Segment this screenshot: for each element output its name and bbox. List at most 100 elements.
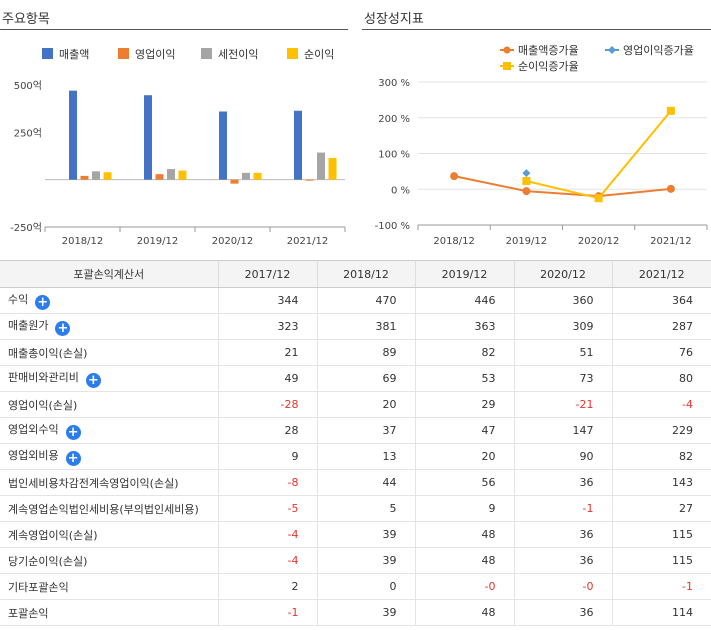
table-cell: 69 [317,365,416,392]
expand-plus-icon[interactable]: + [35,295,51,310]
expand-plus-icon[interactable]: + [65,425,81,440]
x-tick-label: 2018/12 [433,236,475,247]
table-row: 법인세비용차감전계속영업이익(손실) -8 44 56 36 143 [0,469,711,496]
table-cell: 36 [514,521,613,548]
data-point [594,194,603,203]
table-cell: -5 [218,495,318,522]
legend-marker [608,46,616,54]
row-label: 계속영업손익법인세비용(부의법인세비용) [0,495,219,522]
table-cell: -8 [218,469,318,496]
y-tick-label: -100 % [375,221,410,232]
table-cell: 28 [218,417,318,444]
data-point [666,106,675,115]
legend-marker [503,46,511,54]
row-label: 매출원가 + [0,313,219,340]
table-cell: 470 [317,287,416,314]
legend-label: 세전이익 [218,48,258,61]
table-cell: 39 [317,599,416,626]
table-cell: 89 [317,339,416,366]
table-cell: 48 [415,547,515,574]
table-cell: 229 [612,417,711,444]
y-tick-label: 0 % [391,185,410,196]
table-cell: 143 [612,469,711,496]
left-title-divider [0,29,348,30]
row-label: 포괄손익 [0,599,219,626]
right-title-divider [362,29,711,30]
table-cell: 364 [612,287,711,314]
y-tick-label: 200 % [378,114,410,125]
x-tick-label: 2019/12 [137,236,179,247]
table-cell: 36 [514,469,613,496]
table-cell: 381 [317,313,416,340]
table-row: 영업외비용 +9 13 20 90 82 [0,443,711,470]
income-statement-table: 포괄손익계산서 2017/12 2018/12 2019/12 2020/12 2021/… [0,260,711,626]
data-point [522,176,531,185]
table-cell: 323 [218,313,318,340]
x-tick-label: 2019/12 [506,236,548,247]
table-cell: -4 [612,391,711,418]
table-cell: 20 [317,391,416,418]
table-cell: 47 [415,417,515,444]
table-cell: -1 [612,573,711,600]
x-tick-label: 2021/12 [650,236,692,247]
table-row: 매출원가 +323 381 363 309 287 [0,313,711,340]
row-label: 당기순이익(손실) [0,547,219,574]
table-cell: -4 [218,521,318,548]
row-label-text: 기타포괄손익 [8,580,69,594]
legend-label: 영업이익 [135,48,175,61]
table-cell: 37 [317,417,416,444]
x-tick-label: 2020/12 [212,236,254,247]
table-header-row: 포괄손익계산서 2017/12 2018/12 2019/12 2020/12 2021/… [0,260,711,288]
row-label: 매출총이익(손실) [0,339,219,366]
x-tick-label: 2020/12 [578,236,620,247]
table-cell: 9 [218,443,318,470]
row-label: 수익 + [0,287,219,314]
table-cell: 13 [317,443,416,470]
legend-swatch [287,48,298,59]
bar [305,179,314,181]
table-cell: 73 [514,365,613,392]
table-cell: 39 [317,547,416,574]
table-row: 기타포괄손익 2 0 -0 -0 -1 [0,573,711,600]
table-row: 계속영업손익법인세비용(부의법인세비용) -5 5 9 -1 27 [0,495,711,522]
expand-plus-icon[interactable]: + [55,321,71,336]
row-label-text: 영업이익(손실) [8,398,78,412]
column-header: 2017/12 [218,260,318,288]
column-header: 2018/12 [317,260,416,288]
expand-plus-icon[interactable]: + [65,451,81,466]
table-row: 영업이익(손실) -28 20 29 -21 -4 [0,391,711,418]
x-tick-label: 2018/12 [62,236,104,247]
bar [103,172,112,180]
table-cell: 446 [415,287,515,314]
table-row: 판매비와관리비 +49 69 53 73 80 [0,365,711,392]
legend-label: 매출액증가율 [518,44,579,57]
expand-plus-icon[interactable]: + [85,373,101,388]
bar [69,90,77,180]
table-row: 수익 +344 470 446 360 364 [0,287,711,314]
y-tick-label: 500억 [14,80,42,92]
row-label: 영업외비용 + [0,443,219,470]
table-cell: -1 [218,599,318,626]
table-cell: 56 [415,469,515,496]
bar [92,171,100,180]
table-row: 포괄손익 -1 39 48 36 114 [0,599,711,626]
legend-swatch [42,48,53,59]
bar [155,174,164,180]
table-cell: 20 [415,443,515,470]
row-label-text: 영업외비용 [8,449,59,462]
right-chart-title: 성장성지표 [364,12,424,27]
table-cell: 9 [415,495,515,522]
series-line [453,175,671,198]
table-cell: 21 [218,339,318,366]
table-row: 당기순이익(손실) -4 39 48 36 115 [0,547,711,574]
legend-label: 순이익 [304,48,334,61]
table-cell: -4 [218,547,318,574]
y-tick-label: -250억 [10,222,42,234]
table-cell: 80 [612,365,711,392]
table-cell: 51 [514,339,613,366]
legend-swatch [118,48,129,59]
table-cell: -21 [514,391,613,418]
bar [317,152,325,180]
table-cell: -0 [415,573,515,600]
